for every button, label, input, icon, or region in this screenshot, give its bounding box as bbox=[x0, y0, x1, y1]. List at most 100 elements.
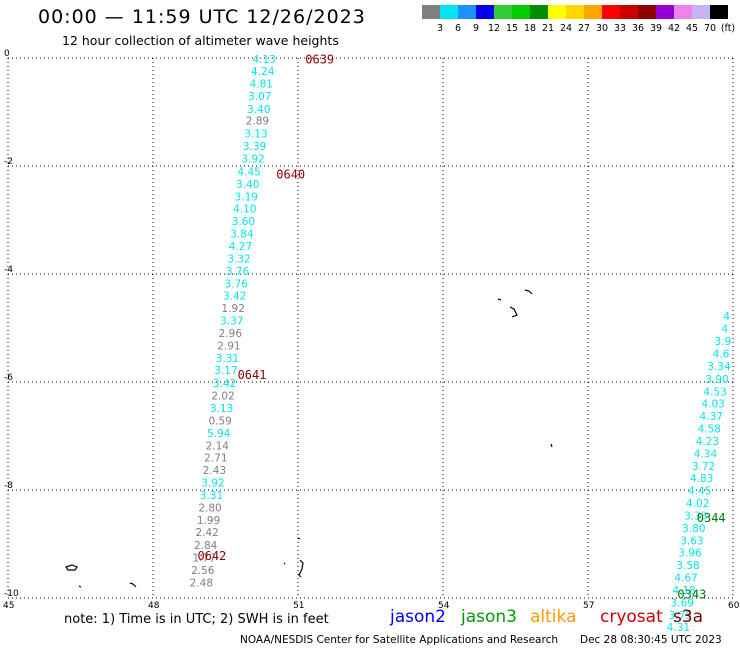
island-outline bbox=[524, 289, 533, 295]
colorbar-swatch bbox=[674, 5, 692, 19]
wave-height-label: 3.75 bbox=[669, 610, 692, 622]
wave-height-label: 3.92 bbox=[201, 478, 224, 490]
colorbar-swatch bbox=[512, 5, 530, 19]
wave-height-label: 4.10 bbox=[233, 204, 256, 216]
wave-height-label: 4.45 bbox=[237, 166, 260, 178]
wave-height-label: 3.07 bbox=[248, 91, 271, 103]
pass-time-label: 0343 bbox=[677, 587, 706, 601]
colorbar-label: 33 bbox=[613, 23, 627, 34]
wave-height-label: 2.43 bbox=[203, 465, 226, 477]
colorbar-label: 21 bbox=[541, 23, 555, 34]
wave-height-label: 4.27 bbox=[229, 241, 252, 253]
colorbar-label: 42 bbox=[667, 23, 681, 34]
wave-height-label: 3.31 bbox=[200, 490, 223, 502]
colorbar-label: 27 bbox=[577, 23, 591, 34]
wave-height-label: 4.37 bbox=[700, 411, 723, 423]
colorbar-swatch bbox=[638, 5, 656, 19]
wave-height-label: 3.40 bbox=[236, 179, 259, 191]
wave-height-label: 3.42 bbox=[223, 291, 246, 303]
wave-height-label: 3.58 bbox=[676, 560, 699, 572]
colorbar-label: 15 bbox=[505, 23, 519, 34]
longitude-tick-label: 45 bbox=[3, 601, 15, 611]
wave-height-label: 3.32 bbox=[227, 253, 250, 265]
wave-height-label: 3.76 bbox=[226, 266, 250, 278]
jason3-track: 443.94.63.343.904.534.034.374.584.234.34… bbox=[667, 311, 732, 634]
longitude-tick-label: 57 bbox=[583, 601, 595, 611]
colorbar-swatch bbox=[692, 5, 710, 19]
colorbar-swatch bbox=[422, 5, 440, 19]
latitude-tick-label: -2 bbox=[4, 157, 13, 167]
wave-height-label: 3.42 bbox=[213, 378, 236, 390]
colorbar-swatch bbox=[602, 5, 620, 19]
wave-height-label: 3.9 bbox=[714, 336, 731, 348]
wave-height-label: 1.99 bbox=[197, 515, 220, 527]
wave-height-label: 3.72 bbox=[692, 461, 715, 473]
wave-height-label: 4.83 bbox=[690, 473, 713, 485]
colorbar-swatch bbox=[548, 5, 566, 19]
wave-height-label: 3.40 bbox=[247, 104, 270, 116]
colorbar-label: 24 bbox=[559, 23, 573, 34]
wave-height-label: 3.92 bbox=[241, 154, 264, 166]
wave-height-label: 3.80 bbox=[682, 523, 705, 535]
colorbar-swatch bbox=[656, 5, 674, 19]
wave-height-label: 2.96 bbox=[219, 328, 243, 340]
colorbar-label: 45 bbox=[685, 23, 699, 34]
colorbar-label: (ft) bbox=[720, 23, 736, 34]
wave-height-label: 4.02 bbox=[686, 498, 709, 510]
footer-credit: NOAA/NESDIS Center for Satellite Applica… bbox=[240, 634, 558, 646]
wave-height-label: 3.34 bbox=[707, 361, 731, 373]
wave-height-label: 4.03 bbox=[701, 399, 724, 411]
wave-height-label: 2.89 bbox=[246, 116, 269, 128]
footer-timestamp: Dec 28 08:30:45 UTC 2023 bbox=[580, 634, 722, 646]
latitude-tick-label: -10 bbox=[4, 589, 19, 599]
wave-height-label: 3.13 bbox=[210, 403, 233, 415]
wave-height-label: 3.84 bbox=[230, 229, 254, 241]
colorbar-label: 6 bbox=[454, 23, 462, 34]
wave-height-label: 4.58 bbox=[698, 424, 721, 436]
wave-height-label: 2.56 bbox=[191, 565, 215, 577]
wave-height-label: 2.14 bbox=[206, 440, 230, 452]
map-title: 00:00 — 11:59 UTC 12/26/2023 bbox=[38, 6, 366, 28]
colorbar-swatch bbox=[476, 5, 494, 19]
wave-height-label: 2.91 bbox=[217, 340, 240, 352]
island-outline bbox=[129, 582, 137, 588]
wave-height-label: 4.45 bbox=[688, 486, 711, 498]
colorbar-label: 9 bbox=[472, 23, 480, 34]
colorbar-swatch bbox=[494, 5, 512, 19]
legend-jason3: jason3 bbox=[461, 607, 517, 627]
colorbar-swatch bbox=[566, 5, 584, 19]
wave-height-label: 3.60 bbox=[232, 216, 255, 228]
wave-height-label: 4 bbox=[721, 324, 728, 336]
colorbar-label: 39 bbox=[649, 23, 663, 34]
colorbar-label: 3 bbox=[436, 23, 444, 34]
wave-height-label: 4.53 bbox=[703, 386, 726, 398]
wave-height-label: 2.84 bbox=[194, 540, 218, 552]
wave-height-label: 3.63 bbox=[680, 535, 703, 547]
wave-height-label: 2.80 bbox=[198, 502, 221, 514]
wave-height-label: 3.19 bbox=[235, 191, 258, 203]
island-outline bbox=[297, 537, 301, 540]
legend-jason2: jason2 bbox=[390, 607, 446, 627]
wave-height-label: 2.02 bbox=[211, 391, 234, 403]
wave-height-label: 4.23 bbox=[696, 436, 719, 448]
colorbar-swatch bbox=[584, 5, 602, 19]
wave-height-label: 1.92 bbox=[222, 303, 245, 315]
coastline bbox=[65, 289, 553, 588]
legend-cryosat: cryosat bbox=[600, 607, 663, 627]
latitude-tick-label: -4 bbox=[4, 265, 13, 275]
latitude-tick-label: -8 bbox=[4, 481, 13, 491]
wave-height-label: 4.67 bbox=[674, 573, 697, 585]
island-outline bbox=[550, 443, 553, 448]
wave-height-label: 4 bbox=[723, 311, 730, 323]
wave-height-label: 3.39 bbox=[243, 141, 266, 153]
colorbar-swatch bbox=[620, 5, 638, 19]
wave-height-label: 4.31 bbox=[667, 622, 690, 634]
wave-height-label: 4.81 bbox=[250, 78, 273, 90]
wave-height-label: 5.94 bbox=[207, 428, 231, 440]
wave-height-label: 3.96 bbox=[678, 548, 702, 560]
units-note: note: 1) Time is in UTC; 2) SWH is in fe… bbox=[64, 612, 329, 627]
longitude-tick-label: 54 bbox=[438, 601, 450, 611]
wave-height-label: 1.77 bbox=[193, 553, 216, 565]
wave-height-label: 3.90 bbox=[705, 374, 728, 386]
